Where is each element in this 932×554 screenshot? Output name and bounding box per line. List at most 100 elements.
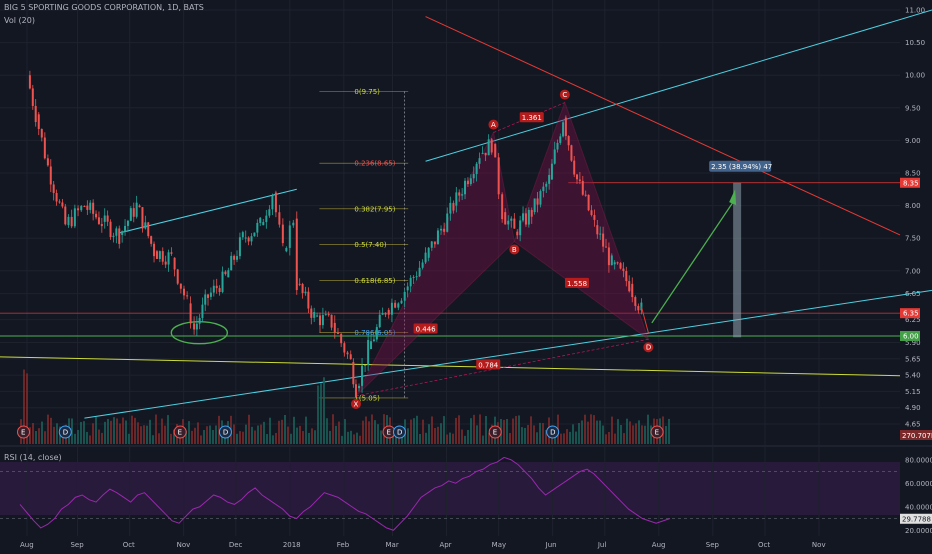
fib-level-label: 0.382(7.95) — [354, 205, 395, 213]
candle-body — [150, 236, 153, 244]
candle-body — [330, 314, 333, 328]
candle-body — [343, 343, 346, 353]
candle-body — [83, 206, 86, 208]
candle-body — [52, 184, 55, 193]
time-tick-label: May — [492, 541, 506, 549]
volume-bar — [644, 425, 646, 444]
candle-body — [301, 283, 304, 294]
volume-bar — [107, 419, 109, 444]
volume-bar — [140, 426, 142, 444]
earnings-marker-label: D — [63, 429, 68, 437]
price-axis-badge — [900, 330, 920, 341]
volume-bar — [518, 415, 520, 444]
time-tick-label: Sep — [70, 541, 84, 549]
candle-body — [378, 314, 381, 328]
time-tick-label: Feb — [337, 541, 350, 549]
candle-body — [403, 291, 406, 301]
volume-bar — [269, 417, 271, 444]
pattern-point-label: C — [562, 91, 567, 99]
chart-title: BIG 5 SPORTING GOODS CORPORATION, 1D, BA… — [4, 3, 204, 12]
price-tick-label: 7.00 — [905, 267, 921, 275]
volume-bar — [488, 432, 490, 444]
candle-body — [449, 202, 452, 214]
price-axis-badge — [900, 308, 920, 319]
volume-bar — [158, 433, 160, 444]
volume-bar — [647, 414, 649, 444]
candle-body — [590, 210, 593, 216]
volume-bar — [335, 425, 337, 444]
volume-bar — [95, 417, 97, 444]
volume-bar — [56, 423, 58, 444]
volume-bar — [29, 427, 31, 444]
candle-body — [316, 315, 319, 317]
candle-body — [397, 303, 400, 308]
volume-bar — [377, 424, 379, 444]
candle-body — [527, 209, 530, 225]
candle-body — [230, 255, 233, 271]
pattern-point-label: X — [353, 400, 358, 408]
candle-body — [333, 322, 336, 333]
volume-bar — [593, 415, 595, 444]
candle-body — [310, 308, 313, 318]
volume-bar — [371, 414, 373, 444]
volume-bar — [290, 433, 292, 444]
candle-body — [124, 225, 127, 232]
candle-body — [106, 215, 109, 222]
candle-body — [545, 183, 548, 187]
volume-bar — [113, 417, 115, 444]
candle-body — [295, 218, 298, 291]
volume-bar — [551, 435, 553, 444]
volume-bar — [83, 421, 85, 444]
volume-axis-badge — [900, 430, 932, 440]
candle-body — [469, 178, 472, 185]
rsi-tick-label: 60.0000 — [905, 480, 932, 488]
candle-body — [86, 205, 89, 210]
volume-bar — [578, 423, 580, 444]
volume-bar — [575, 431, 577, 444]
volume-bar — [275, 432, 277, 444]
volume-indicator-label: Vol (20) — [4, 16, 35, 25]
volume-bar — [23, 369, 25, 444]
candle-body — [64, 206, 67, 225]
volume-bar — [242, 431, 244, 444]
candle-body — [504, 212, 507, 225]
volume-bar — [281, 419, 283, 444]
candle-body — [186, 295, 189, 297]
candle-body — [372, 339, 375, 342]
time-tick-label: Dec — [229, 541, 243, 549]
time-tick-label: Sep — [706, 541, 720, 549]
price-tick-label: 5.15 — [905, 388, 921, 396]
volume-bar — [122, 417, 124, 444]
candle-body — [265, 215, 268, 223]
volume-bar — [506, 418, 508, 444]
candle-body — [433, 241, 436, 245]
candle-body — [573, 160, 576, 175]
volume-bar — [167, 415, 169, 444]
candle-body — [427, 247, 430, 258]
time-tick-label: 2018 — [283, 541, 301, 549]
volume-bar — [26, 373, 28, 444]
price-axis-badge-label: 8.35 — [903, 179, 919, 187]
candle-body — [522, 213, 525, 221]
candle-body — [409, 277, 412, 287]
candle-body — [292, 222, 295, 226]
volume-bar — [458, 415, 460, 444]
rsi-band — [0, 462, 900, 515]
candle-body — [619, 263, 622, 269]
price-tick-label: 8.50 — [905, 169, 921, 177]
candle-body — [516, 231, 519, 236]
candle-body — [204, 294, 207, 305]
time-tick-label: Jun — [545, 541, 557, 549]
earnings-marker-label: E — [178, 429, 182, 437]
candle-body — [361, 365, 364, 386]
volume-bar — [149, 419, 151, 444]
earnings-marker-label: E — [655, 429, 659, 437]
volume-bar — [119, 423, 121, 444]
resistance-line — [425, 16, 901, 236]
candle-body — [244, 237, 247, 239]
candle-body — [412, 277, 415, 279]
volume-bar — [602, 425, 604, 444]
volume-bar — [287, 426, 289, 444]
candle-body — [596, 225, 599, 235]
